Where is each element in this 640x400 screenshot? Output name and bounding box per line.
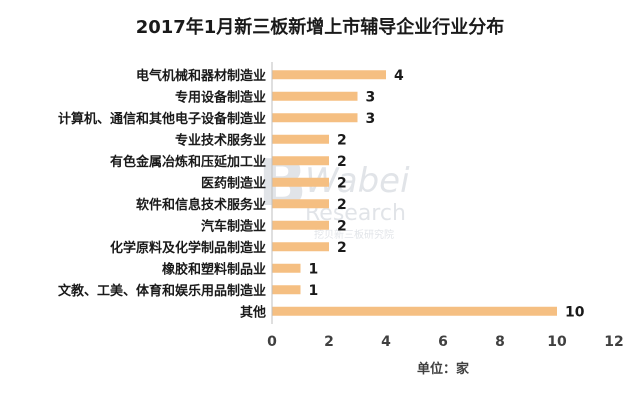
category-label-3: 专业技术服务业: [175, 132, 266, 148]
bar-1: [272, 91, 358, 101]
category-label-6: 软件和信息技术服务业: [136, 197, 266, 213]
chart-title: 2017年1月新三板新增上市辅导企业行业分布: [136, 16, 505, 38]
category-labels: 电气机械和器材制造业专用设备制造业计算机、通信和其他电子设备制造业专业技术服务业…: [58, 68, 266, 321]
bar-0: [272, 70, 386, 80]
x-axis-label: 单位：家: [417, 361, 470, 377]
value-label-0: 4: [394, 68, 404, 84]
bar-10: [272, 285, 301, 295]
category-label-11: 其他: [240, 304, 266, 320]
bar-8: [272, 242, 329, 252]
x-tick-5: 10: [547, 334, 567, 350]
x-tick-2: 4: [381, 334, 391, 350]
category-label-8: 化学原料及化学制品制造业: [110, 240, 266, 256]
value-label-3: 2: [337, 132, 347, 148]
bar-4: [272, 156, 329, 166]
value-label-10: 1: [309, 283, 319, 299]
value-label-9: 1: [309, 261, 319, 277]
bar-3: [272, 134, 329, 144]
category-label-5: 医药制造业: [201, 175, 266, 191]
category-label-7: 汽车制造业: [201, 218, 266, 234]
category-label-0: 电气机械和器材制造业: [136, 68, 266, 84]
value-label-6: 2: [337, 197, 347, 213]
x-tick-6: 12: [604, 334, 623, 350]
value-label-5: 2: [337, 175, 347, 191]
value-labels: 4 3 3 2 2 2 2 2 2 1 1 10: [309, 68, 585, 321]
bar-11: [272, 306, 557, 316]
bar-9: [272, 263, 301, 273]
value-label-11: 10: [565, 304, 585, 320]
bar-2: [272, 113, 358, 123]
watermark-cn: 挖贝新三板研究院: [314, 228, 394, 241]
bar-6: [272, 199, 329, 209]
x-tick-0: 0: [267, 334, 277, 350]
value-label-4: 2: [337, 154, 347, 170]
category-label-9: 橡胶和塑料制品业: [162, 261, 266, 277]
category-label-10: 文教、工美、体育和娱乐用品制造业: [58, 283, 266, 299]
value-label-1: 3: [366, 89, 376, 105]
bar-7: [272, 220, 329, 230]
value-label-2: 3: [366, 111, 376, 127]
value-label-7: 2: [337, 218, 347, 234]
x-axis-ticks: 0 2 4 6 8 10 12: [267, 334, 624, 350]
x-tick-3: 6: [438, 334, 448, 350]
bar-5: [272, 177, 329, 187]
x-tick-1: 2: [324, 334, 334, 350]
category-label-1: 专用设备制造业: [175, 89, 266, 105]
x-tick-4: 8: [495, 334, 505, 350]
category-label-2: 计算机、通信和其他电子设备制造业: [58, 111, 266, 127]
category-label-4: 有色金属冶炼和压延加工业: [110, 154, 266, 170]
bars-group: [272, 70, 557, 316]
value-label-8: 2: [337, 240, 347, 256]
